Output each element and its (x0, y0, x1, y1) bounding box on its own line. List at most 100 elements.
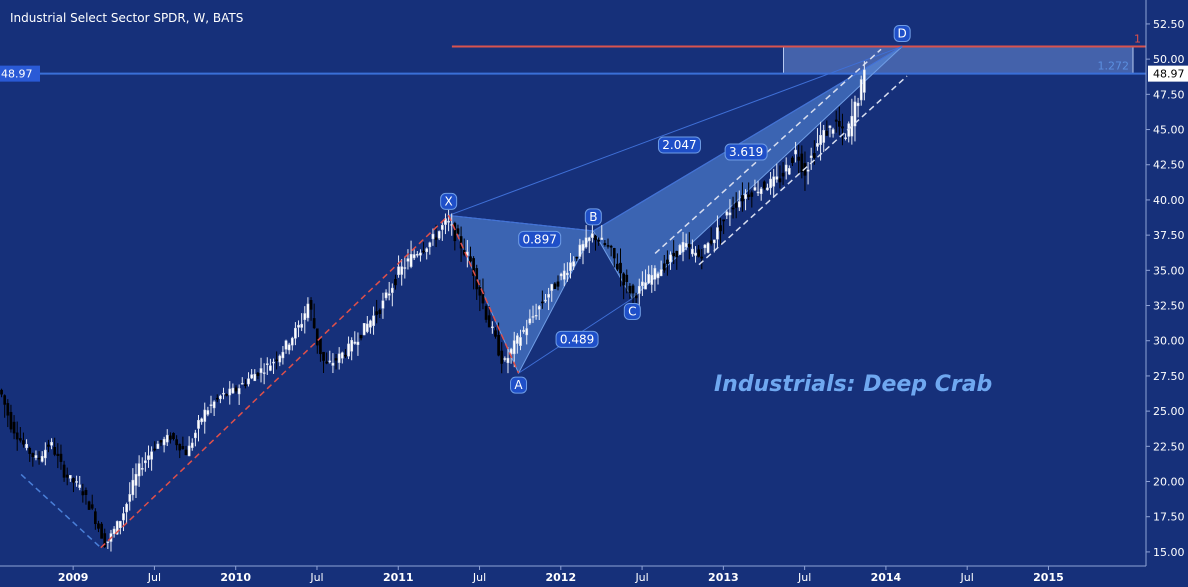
candle-body-168 (525, 328, 529, 336)
candle-body-103 (322, 351, 325, 361)
pattern-point-b-bg (584, 208, 602, 226)
candle-body-9 (28, 448, 32, 454)
candle-body-36 (112, 528, 116, 534)
candle-body-242 (756, 191, 760, 194)
candle-body-200 (625, 274, 629, 282)
y-tick-label-10: 40.00 (1153, 194, 1185, 207)
candle-body-247 (772, 176, 776, 187)
candle-body-14 (43, 449, 47, 459)
candle-body-90 (281, 351, 285, 359)
candle-body-66 (206, 410, 210, 415)
candle-body-252 (787, 168, 791, 175)
ratio-label-3: 3.619 (724, 143, 768, 161)
candle-body-136 (425, 248, 429, 253)
candle-body-132 (412, 254, 416, 259)
y-tick-label-4: 25.00 (1153, 405, 1185, 418)
candle-body-212 (662, 263, 666, 271)
candle-body-1 (3, 395, 7, 405)
candle-body-62 (194, 432, 197, 439)
candle-body-7 (22, 440, 25, 445)
candle-body-19 (59, 453, 63, 462)
candle-body-190 (594, 235, 597, 241)
pattern-point-b: B (584, 208, 602, 226)
candle-body-106 (331, 362, 335, 366)
candle-body-224 (700, 256, 704, 259)
candle-body-127 (397, 266, 400, 275)
candle-body-85 (265, 363, 269, 366)
candle-body-223 (697, 249, 701, 257)
candle-body-189 (591, 233, 594, 238)
candle-body-126 (394, 279, 397, 286)
candle-body-55 (172, 432, 175, 440)
candle-body-276 (863, 69, 866, 93)
candle-body-124 (387, 293, 391, 296)
candle-body-167 (522, 329, 525, 332)
candle-body-158 (494, 330, 497, 337)
candle-body-27 (84, 489, 88, 495)
candle-body-172 (537, 306, 541, 310)
last-price-marker (1148, 65, 1188, 82)
ratio-label-1-bg (555, 330, 599, 348)
candle-body-256 (800, 153, 804, 173)
candle-body-115 (359, 334, 363, 339)
y-tick-label-2: 20.00 (1153, 476, 1185, 489)
pattern-point-c-text: C (628, 304, 636, 318)
candle-body-56 (175, 439, 178, 446)
ratio-label-3-text: 3.619 (729, 145, 763, 159)
candle-body-155 (484, 306, 488, 320)
candle-body-4 (12, 421, 16, 434)
candle-body-45 (140, 468, 144, 470)
trendline-dashed-0 (100, 214, 450, 549)
x-tick-label-12: 2015 (1033, 571, 1064, 584)
candle-body-192 (600, 237, 604, 240)
candle-body-57 (178, 443, 182, 451)
candle-body-30 (93, 511, 97, 525)
candle-body-260 (812, 153, 816, 158)
candle-body-187 (584, 237, 588, 248)
trendline-dashed-3 (654, 48, 882, 254)
candle-body-46 (144, 460, 147, 464)
candle-body-8 (25, 443, 28, 449)
x-tick-label-8: 2013 (708, 571, 739, 584)
x-tick-label-2: 2010 (220, 571, 251, 584)
candle-body-147 (459, 236, 463, 249)
pattern-point-b-text: B (589, 210, 597, 224)
candle-body-186 (581, 243, 585, 251)
y-tick-label-6: 30.00 (1153, 335, 1185, 348)
candle-body-146 (456, 228, 460, 235)
candle-body-265 (828, 125, 832, 128)
candle-body-184 (575, 256, 579, 259)
candle-body-237 (741, 195, 744, 202)
candle-body-245 (766, 187, 769, 191)
candle-body-241 (753, 187, 757, 191)
candle-body-153 (478, 286, 482, 296)
candle-body-73 (228, 388, 232, 396)
candle-body-17 (53, 447, 57, 455)
candle-body-206 (644, 282, 647, 290)
ratio-label-0-text: 0.897 (522, 232, 556, 246)
candle-body-134 (419, 252, 422, 256)
candle-body-228 (712, 239, 716, 244)
candle-body-51 (159, 440, 163, 443)
candle-body-96 (300, 323, 304, 328)
candle-body-28 (87, 501, 91, 510)
candle-body-94 (294, 327, 297, 339)
x-tick-label-5: Jul (472, 571, 486, 584)
candle-body-47 (147, 455, 150, 460)
candle-body-137 (428, 242, 432, 248)
candle-body-213 (666, 259, 669, 264)
candle-body-191 (597, 239, 600, 242)
pattern-labels-layer: X A B C D 0.897 0.489 2.047 3.619 (440, 24, 911, 394)
candle-body-207 (647, 274, 650, 284)
candle-body-243 (759, 188, 763, 195)
candle-body-176 (550, 284, 554, 291)
candle-body-120 (375, 311, 379, 315)
candle-body-87 (272, 361, 275, 364)
candle-body-2 (6, 403, 10, 416)
candle-body-246 (769, 178, 772, 189)
candle-body-24 (75, 481, 78, 483)
candle-body-61 (190, 442, 194, 448)
y-tick-label-14: 50.00 (1153, 53, 1185, 66)
prz-zone (783, 45, 1134, 75)
